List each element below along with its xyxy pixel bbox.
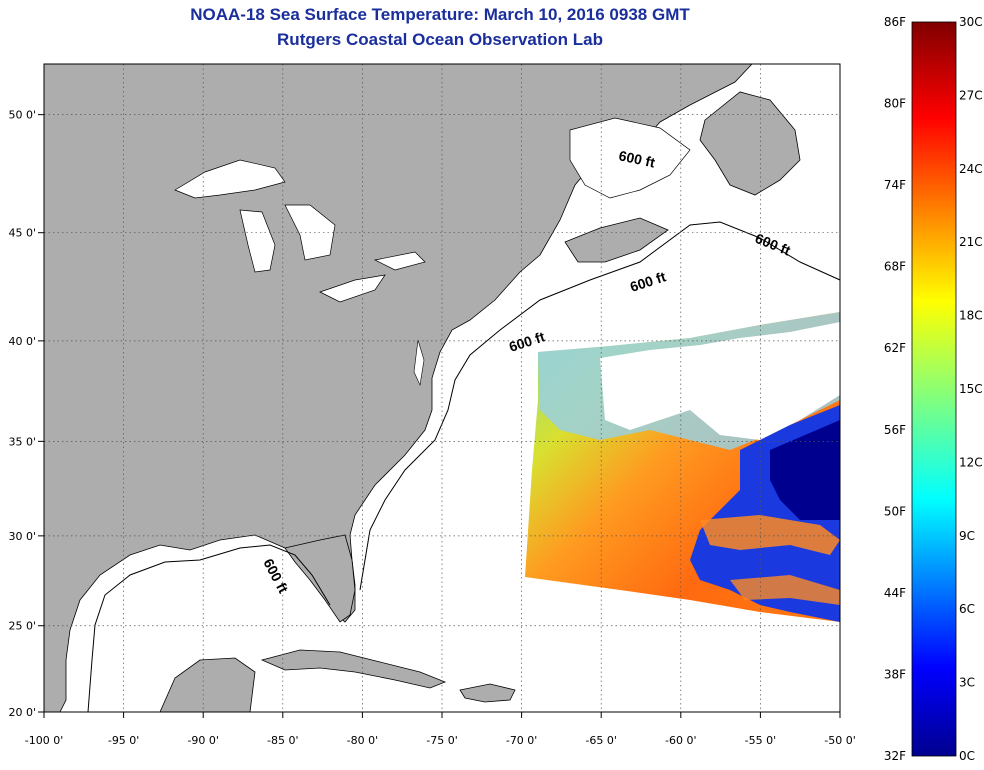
colorbar-fahrenheit-label: 86F (884, 15, 906, 29)
lon-tick-label: -70 0' (506, 734, 538, 747)
colorbar-fahrenheit-label: 80F (884, 97, 906, 111)
land-north-america (44, 64, 753, 712)
lon-tick-label: -100 0' (25, 734, 63, 747)
land-florida (284, 534, 356, 623)
colorbar-celsius-label: 15C (959, 382, 983, 396)
lon-tick-label: -90 0' (187, 734, 219, 747)
colorbar-fahrenheit-label: 68F (884, 260, 906, 274)
colorbar-celsius-label: 24C (959, 162, 983, 176)
lat-tick-label: 25 0' (8, 620, 36, 633)
colorbar-fahrenheit-label: 32F (884, 749, 906, 763)
lon-tick-label: -95 0' (108, 734, 140, 747)
colorbar-celsius-label: 3C (959, 676, 975, 690)
lat-tick-label: 45 0' (8, 227, 36, 240)
lake-superior (174, 159, 286, 199)
colorbar-celsius-label: 27C (959, 88, 983, 102)
colorbar-celsius-label: 6C (959, 602, 975, 616)
contour-label: 600 ft (617, 147, 656, 170)
lake-michigan-huron (239, 204, 336, 273)
lon-tick-label: -60 0' (665, 734, 697, 747)
colorbar-fahrenheit-label: 74F (884, 178, 906, 192)
colorbar-fahrenheit-label: 38F (884, 667, 906, 681)
colorbar-celsius-label: 21C (959, 235, 983, 249)
colorbar-fahrenheit-label: 44F (884, 586, 906, 600)
lon-tick-label: -85 0' (267, 734, 299, 747)
lat-tick-label: 40 0' (8, 335, 36, 348)
lake-erie-ontario (319, 251, 426, 303)
colorbar-celsius-label: 18C (959, 309, 983, 323)
land-hispaniola (459, 683, 516, 703)
lat-tick-label: 50 0' (8, 109, 36, 122)
longitude-labels: -100 0' -95 0' -90 0' -85 0' -80 0' -75 0' -70… (25, 712, 856, 747)
map-subtitle: Rutgers Coastal Ocean Observation Lab (277, 30, 603, 49)
colorbar-labels: 86F 80F 74F 68F 62F 56F 50F 44F 38F 32F 30C 27C 24C 2… (884, 15, 983, 763)
map-title: NOAA-18 Sea Surface Temperature: March 1… (190, 5, 690, 24)
lon-tick-label: -50 0' (824, 734, 856, 747)
land-newfoundland (699, 91, 801, 196)
colorbar-celsius-label: 9C (959, 529, 975, 543)
colorbar-fahrenheit-label: 62F (884, 341, 906, 355)
lon-tick-label: -55 0' (745, 734, 777, 747)
colorbar-fahrenheit-label: 56F (884, 423, 906, 437)
isobath-600ft-gulf (87, 544, 331, 713)
latitude-labels: 50 0' 45 0' 40 0' 35 0' 30 0' 25 0' 20 0' (8, 109, 44, 719)
sst-swath (525, 312, 840, 622)
land-yucatan (159, 657, 256, 712)
isobath-600ft (359, 221, 841, 591)
chesapeake-bay (413, 339, 425, 387)
lat-tick-label: 20 0' (8, 706, 36, 719)
lon-tick-label: -65 0' (585, 734, 617, 747)
colorbar-celsius-label: 0C (959, 749, 975, 763)
land-nova-scotia (564, 217, 669, 263)
colorbar-celsius-label: 12C (959, 455, 983, 469)
lat-tick-label: 35 0' (8, 435, 36, 448)
lon-tick-label: -80 0' (347, 734, 379, 747)
colorbar (911, 21, 957, 757)
lon-tick-label: -75 0' (426, 734, 458, 747)
land-cuba (260, 649, 447, 689)
colorbar-fahrenheit-label: 50F (884, 504, 906, 518)
gulf-st-lawrence (569, 117, 691, 199)
lat-tick-label: 30 0' (8, 530, 36, 543)
colorbar-celsius-label: 30C (959, 15, 983, 29)
